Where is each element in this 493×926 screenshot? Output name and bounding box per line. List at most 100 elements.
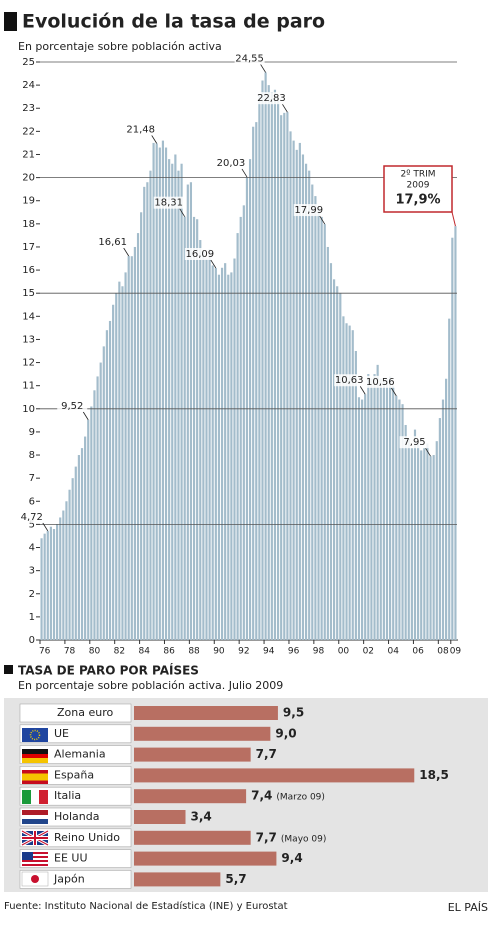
bar [49,526,52,640]
bar [93,390,96,640]
bar [196,219,199,640]
value-label: 18,31 [154,198,183,209]
category-label: Alemania [54,748,106,761]
x-tick-label: 02 [363,647,374,657]
bar [65,501,68,640]
bar [364,394,367,640]
flag-eu [22,728,48,742]
bar [357,397,361,640]
y-tick-label: 3 [29,566,35,577]
bar [239,216,242,641]
bar [96,376,99,640]
x-tick-label: 94 [263,647,275,657]
flag-nl [22,810,48,824]
bar [270,92,273,640]
bar [152,142,155,641]
bar [448,318,451,640]
bar [308,170,311,640]
bar [174,154,177,641]
bar [59,517,62,640]
note: (Marzo 09) [276,793,325,803]
bar [52,529,56,640]
y-tick-label: 22 [22,126,35,137]
label-bg [184,247,215,260]
x-tick-label: 04 [387,647,399,657]
x-tick-label: 08 [437,647,449,657]
bar [339,293,342,640]
bar [429,456,432,640]
bar [292,140,295,640]
bar [401,404,404,640]
bar [112,304,115,640]
bar [351,330,354,640]
bar [264,72,267,641]
bar [252,126,255,640]
label-bg [293,204,324,217]
bar [224,263,227,640]
x-tick-label: 09 [450,647,462,657]
bar [121,286,124,640]
label-bg [256,92,287,105]
bar [441,399,445,640]
bar [301,154,305,641]
bar [134,872,221,887]
bar [80,448,84,640]
bar [345,323,348,640]
bar [248,159,252,640]
category-label: EE UU [54,852,88,865]
value-label: 17,99 [294,205,323,216]
y-tick-label: 17 [22,242,35,253]
y-tick-label: 1 [29,612,35,623]
bar [68,489,71,640]
callout-box [383,165,453,213]
value-label: 7,7 [256,747,277,761]
bar [273,89,277,640]
y-tick-label: 23 [22,103,35,114]
x-tick-label: 78 [64,647,76,657]
value-label: 5,7 [225,872,246,886]
bar [146,182,149,640]
source: Fuente: Instituto Nacional de Estadístic… [4,900,288,912]
bar [220,267,224,640]
value-label: 4,72 [21,512,43,523]
bar [134,789,247,804]
bar [311,184,314,640]
bar [407,438,410,640]
bar [87,419,90,640]
y-tick-label: 20 [22,173,35,184]
y-tick-label: 14 [22,311,35,322]
y-tick-label: 21 [22,149,35,160]
bar [189,182,193,640]
bar [186,184,189,640]
bar [205,258,208,640]
bar [168,159,171,640]
bar [370,378,373,640]
bar [105,330,108,640]
section-subtitle: En porcentaje sobre población activa. Ju… [18,679,283,692]
callout-leader [451,211,456,227]
bar [354,351,357,640]
section-title: TASA DE PARO POR PAÍSES [18,663,199,678]
bar [432,455,435,640]
label-leader [425,447,431,457]
flags [21,728,49,887]
bar [389,376,392,640]
note: (Mayo 09) [281,834,326,844]
label-bg [234,52,265,65]
bar [255,122,258,640]
y-tick-label: 4 [29,543,35,554]
x-tick-label: 88 [188,647,200,657]
y-tick-label: 13 [22,334,35,345]
value-label: 10,63 [335,375,364,386]
bar [413,429,417,640]
section-block [4,665,13,674]
label-leader [319,215,326,225]
bar [404,424,407,640]
bar [314,196,317,640]
label-leader [390,387,397,397]
bar [317,207,320,640]
bar [342,316,345,640]
bar [392,385,395,640]
flag-es [22,770,48,784]
value-label: 16,09 [186,249,215,260]
